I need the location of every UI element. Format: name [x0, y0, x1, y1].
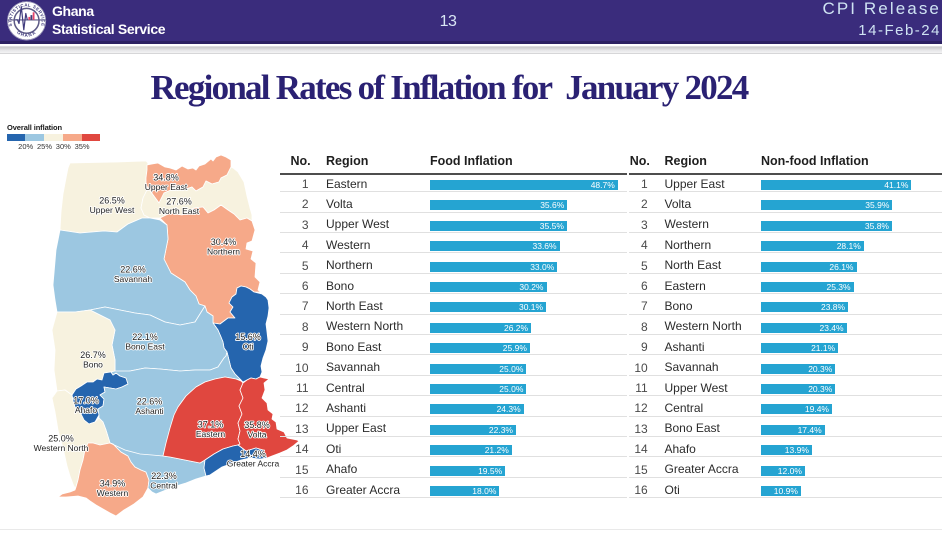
svg-text:34.9%: 34.9% [100, 479, 126, 489]
svg-text:22.3%: 22.3% [151, 471, 177, 481]
svg-text:35.8%: 35.8% [244, 420, 270, 430]
svg-text:Western: Western [97, 488, 129, 498]
svg-text:Northern: Northern [207, 247, 240, 257]
svg-text:Savannah: Savannah [114, 274, 153, 284]
svg-text:Oti: Oti [243, 342, 254, 352]
svg-text:Eastern: Eastern [196, 429, 226, 439]
svg-text:30.4%: 30.4% [211, 237, 237, 247]
svg-text:Upper West: Upper West [90, 205, 135, 215]
svg-text:26.7%: 26.7% [80, 350, 106, 360]
svg-text:Central: Central [150, 481, 178, 491]
svg-text:Ahafo: Ahafo [75, 405, 97, 415]
svg-text:Upper East: Upper East [145, 182, 188, 192]
svg-text:27.6%: 27.6% [166, 197, 192, 207]
svg-text:Bono: Bono [83, 360, 103, 370]
svg-text:GHANA: GHANA [16, 30, 37, 38]
svg-text:Greater Accra: Greater Accra [227, 459, 280, 469]
svg-text:17.0%: 17.0% [73, 396, 99, 406]
svg-text:14.4%: 14.4% [240, 449, 266, 459]
svg-text:Western North: Western North [34, 443, 89, 453]
svg-text:Volta: Volta [248, 430, 267, 440]
svg-text:26.5%: 26.5% [99, 196, 125, 206]
svg-text:Ashanti: Ashanti [135, 406, 163, 416]
svg-text:15.6%: 15.6% [235, 332, 261, 342]
svg-text:34.8%: 34.8% [153, 173, 179, 183]
svg-text:22.1%: 22.1% [132, 332, 158, 342]
svg-text:22.6%: 22.6% [137, 397, 163, 407]
svg-text:22.6%: 22.6% [120, 265, 146, 275]
svg-text:37.1%: 37.1% [198, 420, 224, 430]
svg-text:North East: North East [159, 206, 200, 216]
svg-text:Bono East: Bono East [125, 342, 165, 352]
svg-text:25.0%: 25.0% [48, 434, 74, 444]
